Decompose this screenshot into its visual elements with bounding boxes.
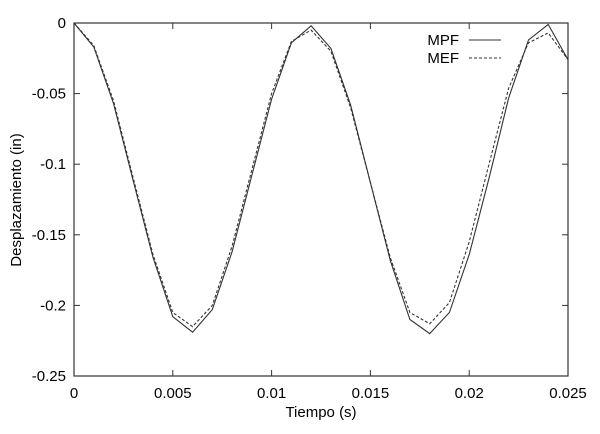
- plot-frame: [73, 22, 569, 377]
- y-tick-label: 0: [58, 15, 66, 32]
- legend-label-mpf: MPF: [427, 32, 459, 49]
- x-axis-title: Tiempo (s): [285, 404, 356, 421]
- x-tick-label: 0.025: [549, 385, 587, 402]
- y-tick-label: -0.1: [40, 156, 66, 173]
- x-axis: 0 0.005 0.01 0.015 0.02 0.025: [70, 23, 587, 402]
- series-layer: [73, 22, 569, 335]
- x-tick-label: 0.005: [154, 385, 192, 402]
- y-tick-label: -0.05: [32, 86, 66, 103]
- y-axis-title: Desplazamiento (in): [8, 133, 25, 266]
- y-tick-label: -0.15: [32, 227, 66, 244]
- y-axis: 0 -0.05 -0.1 -0.15 -0.2 -0.25: [32, 15, 568, 385]
- x-tick-label: 0: [70, 385, 78, 402]
- y-tick-label: -0.2: [40, 297, 66, 314]
- plot-border: [73, 22, 569, 377]
- x-tick-label: 0.015: [352, 385, 390, 402]
- x-tick-label: 0.01: [257, 385, 286, 402]
- series-line-mpf: [73, 22, 569, 335]
- x-tick-label: 0.02: [455, 385, 484, 402]
- legend-label-mef: MEF: [427, 50, 459, 67]
- y-tick-label: -0.25: [32, 368, 66, 385]
- series-line-mef: [73, 22, 569, 328]
